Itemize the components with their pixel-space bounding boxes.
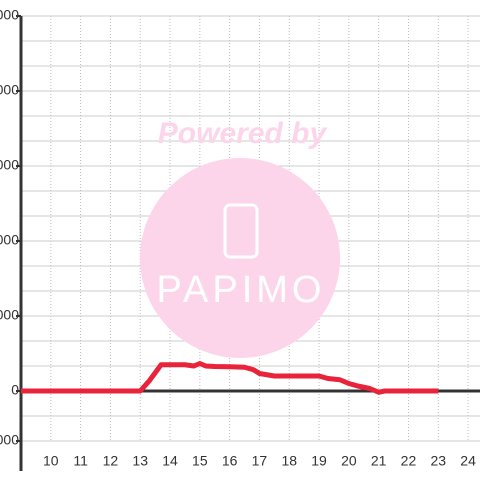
x-tick-label: 21 bbox=[371, 453, 387, 469]
x-tick-label: 20 bbox=[341, 453, 357, 469]
x-tick-label: 18 bbox=[281, 453, 297, 469]
x-tick-label: 10 bbox=[43, 453, 59, 469]
watermark-logo: PAPIMO bbox=[157, 269, 326, 311]
x-tick-label: 16 bbox=[222, 453, 238, 469]
x-tick-label: 17 bbox=[252, 453, 268, 469]
x-tick-label: 22 bbox=[401, 453, 417, 469]
x-tick-label: 19 bbox=[311, 453, 327, 469]
x-tick-label: 15 bbox=[192, 453, 208, 469]
watermark: Powered by PAPIMO bbox=[140, 117, 340, 358]
x-tick-label: 23 bbox=[430, 453, 446, 469]
x-tick-label: 12 bbox=[103, 453, 119, 469]
x-tick-label: 13 bbox=[132, 453, 148, 469]
y-tick-label: -20,000 bbox=[0, 432, 19, 448]
x-tick-label: 11 bbox=[73, 453, 88, 469]
y-tick-label: 150,000 bbox=[0, 7, 19, 23]
x-tick-label: 24 bbox=[460, 453, 476, 469]
watermark-text: Powered by bbox=[158, 117, 328, 150]
x-tick-label: 14 bbox=[162, 453, 178, 469]
data-line bbox=[21, 361, 439, 395]
y-tick-label: 90,000 bbox=[0, 157, 19, 173]
y-tick-label: 120,000 bbox=[0, 82, 19, 98]
y-tick-label: 0 bbox=[11, 382, 19, 398]
y-tick-label: 30,000 bbox=[0, 307, 19, 323]
phone-icon bbox=[223, 203, 259, 259]
y-tick-label: 60,000 bbox=[0, 232, 19, 248]
